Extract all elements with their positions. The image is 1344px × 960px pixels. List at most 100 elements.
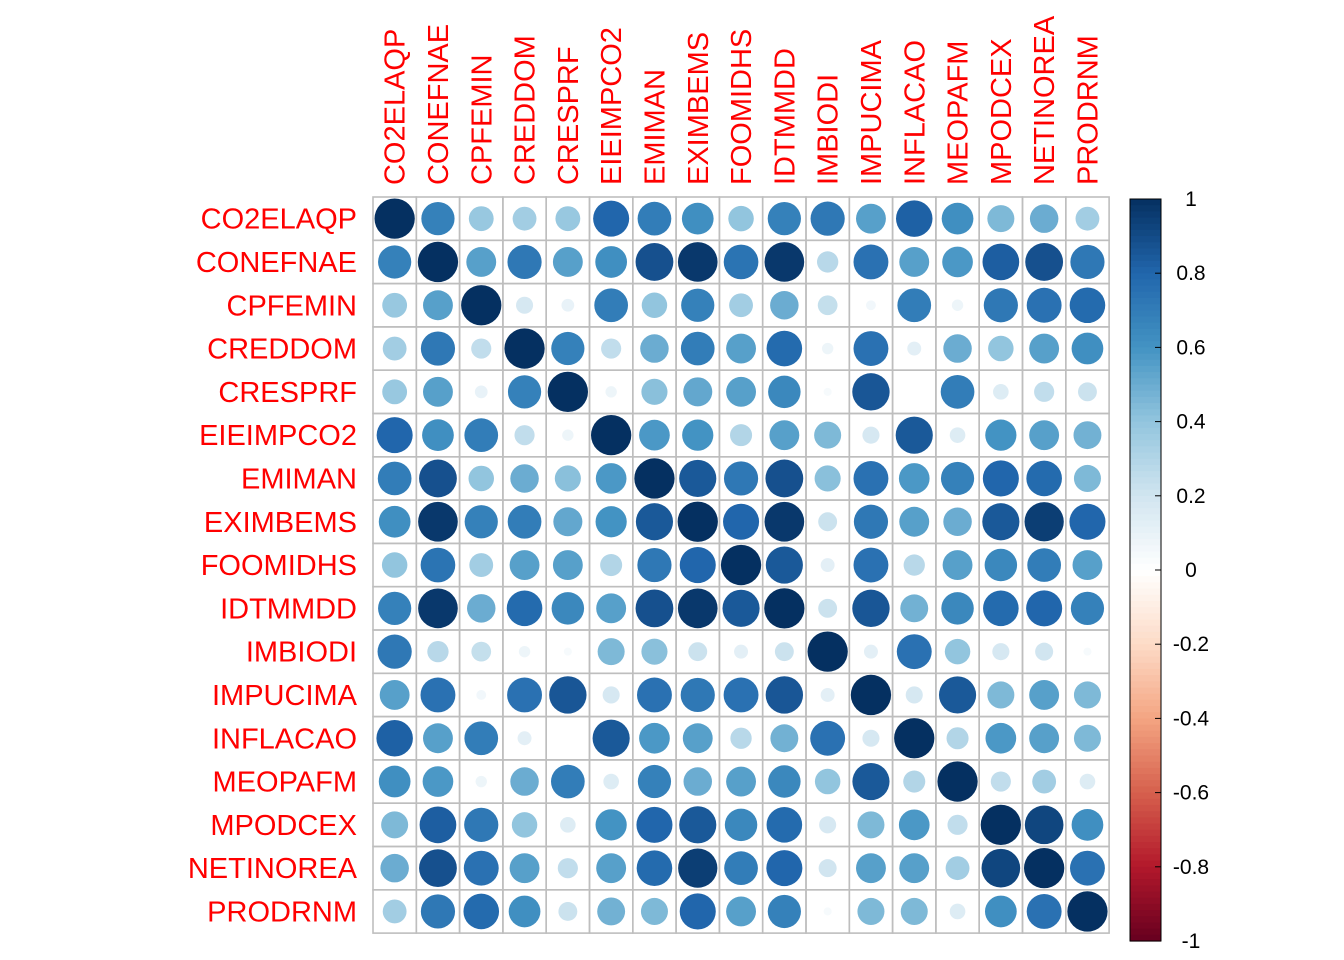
corr-circle-emiman-cresprf xyxy=(554,465,581,492)
corr-circle-impucima-imbiodi xyxy=(820,687,835,702)
corr-circle-impucima-foomidhs xyxy=(723,677,759,713)
corr-circle-cresprf-mpodcex xyxy=(993,384,1009,400)
corr-circle-imbiodi-inflacao xyxy=(896,634,932,670)
corr-circle-cresprf-prodrnm xyxy=(1077,382,1097,402)
corr-circle-co2elaqp-mpodcex xyxy=(987,205,1015,233)
colorbar-segment xyxy=(1130,322,1161,330)
row-label-netinorea: NETINOREA xyxy=(188,853,358,885)
corr-circle-creddom-cpfemin xyxy=(471,338,492,359)
colorbar-segment xyxy=(1130,446,1161,454)
corr-circle-foomidhs-meopafm xyxy=(942,550,973,580)
corr-circle-creddom-inflacao xyxy=(907,341,922,356)
colorbar-segment xyxy=(1130,390,1161,398)
corr-circle-impucima-conefnae xyxy=(420,677,456,713)
colorbar-segment xyxy=(1130,427,1161,435)
corr-circle-idtmmdd-eieimpco2 xyxy=(596,593,627,624)
corr-circle-imbiodi-eximbems xyxy=(688,642,708,662)
corr-circle-conefnae-eieimpco2 xyxy=(595,246,628,278)
corr-circle-eieimpco2-creddom xyxy=(514,425,535,446)
colorbar-segment xyxy=(1130,267,1161,274)
colorbar-segment xyxy=(1130,619,1161,627)
corr-circle-eieimpco2-impucima xyxy=(862,426,880,444)
corr-circle-prodrnm-cresprf xyxy=(558,901,578,921)
colorbar-segment xyxy=(1130,557,1161,565)
colorbar-tick-label: 0 xyxy=(1185,559,1197,582)
corr-circle-imbiodi-emiman xyxy=(641,638,668,665)
colorbar-segment xyxy=(1130,854,1161,862)
corr-circle-cresprf-eieimpco2 xyxy=(605,386,617,398)
corr-circle-inflacao-impucima xyxy=(862,729,880,747)
corr-circle-inflacao-prodrnm xyxy=(1073,724,1101,752)
corr-circle-eximbems-impucima xyxy=(853,504,889,539)
corr-circle-netinorea-co2elaqp xyxy=(380,853,409,883)
corr-circle-foomidhs-idtmmdd xyxy=(765,546,803,584)
corr-circle-conefnae-impucima xyxy=(853,244,889,280)
corr-circle-mpodcex-netinorea xyxy=(1024,805,1064,845)
corr-circle-foomidhs-eieimpco2 xyxy=(600,554,623,577)
colorbar-segment xyxy=(1130,520,1161,528)
corr-circle-idtmmdd-creddom xyxy=(506,590,543,627)
color-legend: 1 0.8 0.6 0.4 0.2 0 -0.2 -0.4 -0.6 -0.8 -1 xyxy=(1129,188,1209,953)
colorbar-segment xyxy=(1130,736,1161,744)
corr-circle-emiman-eieimpco2 xyxy=(595,463,627,494)
colorbar-segment xyxy=(1130,477,1161,485)
corr-circle-conefnae-mpodcex xyxy=(982,243,1020,281)
corr-circle-idtmmdd-inflacao xyxy=(900,594,929,623)
colorbar-segment xyxy=(1130,570,1161,577)
corr-circle-netinorea-inflacao xyxy=(899,853,930,884)
corr-circle-cpfemin-emiman xyxy=(641,292,668,318)
colorbar-segment xyxy=(1130,458,1161,466)
colorbar-tick-label: 0.4 xyxy=(1176,411,1206,434)
corr-circle-eieimpco2-netinorea xyxy=(1029,420,1060,451)
colorbar-segment xyxy=(1130,205,1161,212)
corr-circle-impucima-meopafm xyxy=(938,676,977,714)
colorbar-segment xyxy=(1130,291,1161,299)
corr-circle-creddom-idtmmdd xyxy=(766,330,803,367)
colorbar-segment xyxy=(1130,829,1161,837)
corr-circle-inflacao-emiman xyxy=(639,722,670,754)
colorbar-segment xyxy=(1130,236,1161,243)
colorbar-tick-label: -0.2 xyxy=(1173,633,1209,656)
corr-circle-eximbems-co2elaqp xyxy=(378,505,411,538)
corr-circle-prodrnm-emiman xyxy=(640,897,668,925)
column-label-co2elaqp: CO2ELAQP xyxy=(380,29,412,185)
colorbar-segment xyxy=(1130,743,1161,750)
corr-circle-eieimpco2-meopafm xyxy=(949,427,966,443)
corr-circle-conefnae-cresprf xyxy=(552,247,583,277)
colorbar-segment xyxy=(1130,798,1161,806)
corr-circle-eximbems-prodrnm xyxy=(1069,503,1106,540)
corr-circle-meopafm-meopafm xyxy=(937,761,978,802)
column-label-idtmmdd: IDTMMDD xyxy=(769,48,801,185)
correlation-grid xyxy=(372,196,1110,934)
corr-circle-imbiodi-eieimpco2 xyxy=(597,638,625,666)
corr-circle-foomidhs-inflacao xyxy=(903,554,925,576)
corr-circle-meopafm-eximbems xyxy=(683,767,712,796)
corr-circle-cresprf-cpfemin xyxy=(474,385,488,399)
corr-circle-mpodcex-prodrnm xyxy=(1071,808,1104,841)
corr-circle-conefnae-prodrnm xyxy=(1070,244,1105,280)
corr-circle-impucima-emiman xyxy=(636,677,672,713)
corr-circle-cpfemin-foomidhs xyxy=(729,293,753,318)
colorbar-segment xyxy=(1130,910,1161,917)
corr-circle-impucima-prodrnm xyxy=(1073,681,1101,709)
corr-circle-inflacao-creddom xyxy=(517,731,532,746)
corr-circle-eximbems-mpodcex xyxy=(982,503,1020,541)
corr-circle-prodrnm-cpfemin xyxy=(463,893,500,930)
corr-circle-foomidhs-cresprf xyxy=(552,550,583,580)
row-label-co2elaqp: CO2ELAQP xyxy=(201,204,357,236)
row-label-eximbems: EXIMBEMS xyxy=(204,507,357,539)
colorbar-segment xyxy=(1130,588,1161,596)
corr-circle-mpodcex-impucima xyxy=(857,811,885,839)
corr-circle-imbiodi-foomidhs xyxy=(734,644,749,659)
colorbar-segment xyxy=(1130,297,1161,305)
corr-circle-creddom-impucima xyxy=(853,331,889,367)
corr-circle-cpfemin-mpodcex xyxy=(983,288,1018,323)
colorbar-segment xyxy=(1130,681,1161,689)
colorbar-segment xyxy=(1130,254,1161,262)
colorbar-tick-label: 0.8 xyxy=(1176,262,1205,285)
corr-circle-idtmmdd-netinorea xyxy=(1026,590,1063,627)
corr-circle-conefnae-foomidhs xyxy=(723,244,759,280)
corr-circle-netinorea-cpfemin xyxy=(463,850,499,886)
corr-circle-inflacao-co2elaqp xyxy=(376,720,413,757)
corr-circle-co2elaqp-prodrnm xyxy=(1075,206,1100,231)
